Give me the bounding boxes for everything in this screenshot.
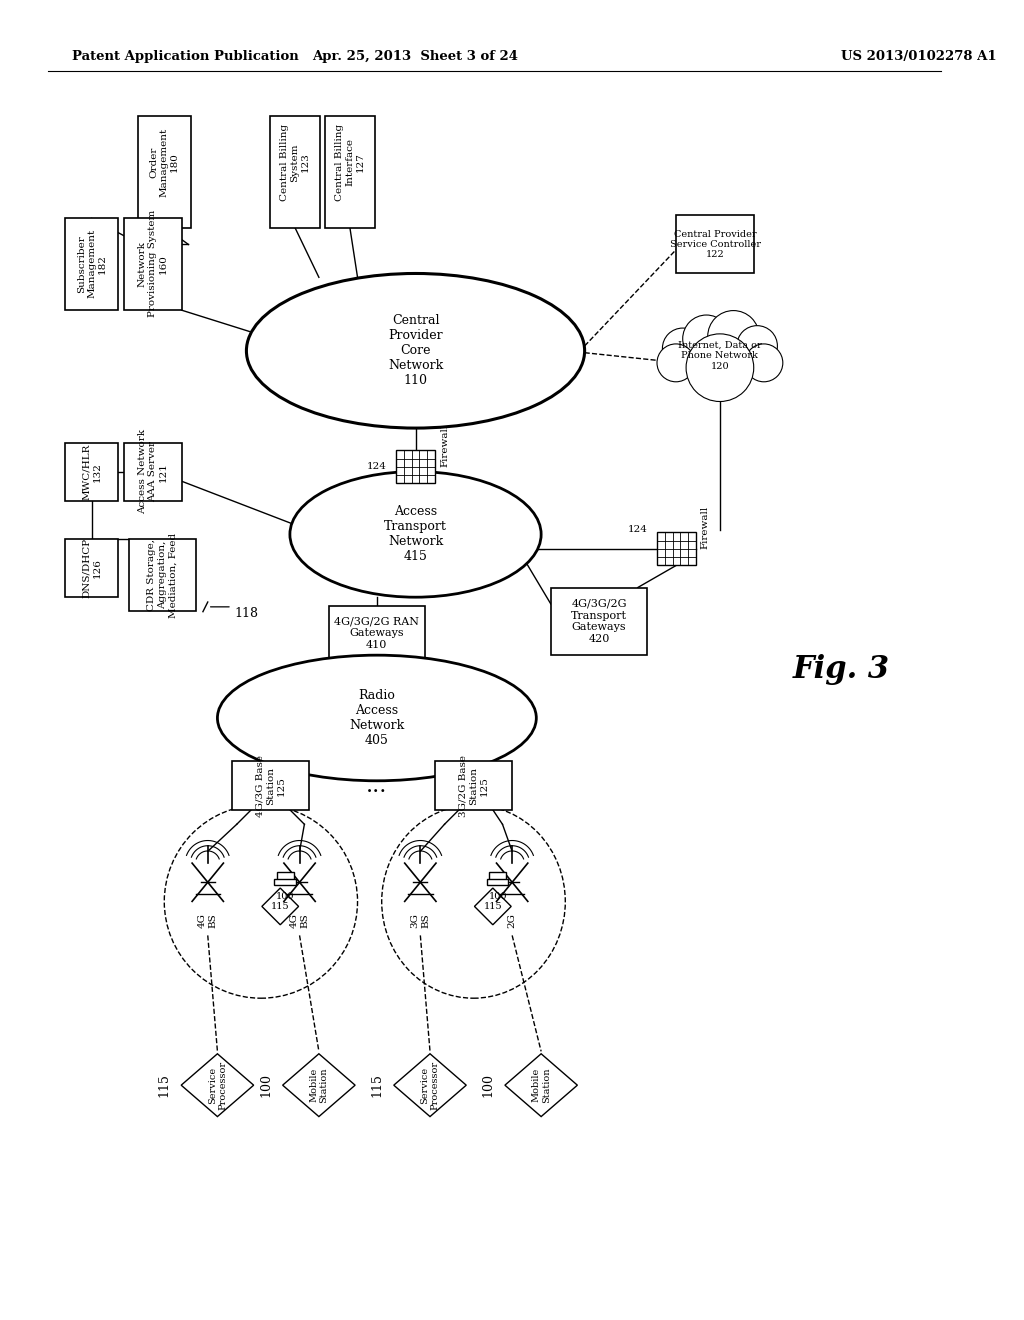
Text: 100: 100 xyxy=(488,892,507,902)
Text: Mobile
Station: Mobile Station xyxy=(531,1068,551,1104)
Text: 3G
BS: 3G BS xyxy=(411,913,430,928)
FancyBboxPatch shape xyxy=(486,879,509,886)
Polygon shape xyxy=(394,1053,466,1117)
FancyBboxPatch shape xyxy=(657,532,695,565)
Text: CDR Storage,
Aggregation,
Mediation, Feed: CDR Storage, Aggregation, Mediation, Fee… xyxy=(147,532,177,618)
FancyBboxPatch shape xyxy=(269,116,319,227)
Text: Firewall: Firewall xyxy=(700,506,710,549)
Text: 4G/3G Base
Station
125: 4G/3G Base Station 125 xyxy=(256,755,286,817)
Polygon shape xyxy=(505,1053,578,1117)
Text: US 2013/0102278 A1: US 2013/0102278 A1 xyxy=(841,50,996,62)
FancyBboxPatch shape xyxy=(66,442,119,500)
FancyBboxPatch shape xyxy=(276,871,294,883)
Text: 115: 115 xyxy=(371,1073,383,1097)
Circle shape xyxy=(744,345,782,381)
Text: 4G/3G/2G RAN
Gateways
410: 4G/3G/2G RAN Gateways 410 xyxy=(335,616,420,649)
FancyBboxPatch shape xyxy=(435,762,512,809)
FancyBboxPatch shape xyxy=(124,442,181,500)
Text: 4G
BS: 4G BS xyxy=(198,913,217,928)
Polygon shape xyxy=(181,1053,254,1117)
Text: Central Billing
System
123: Central Billing System 123 xyxy=(280,124,309,201)
Polygon shape xyxy=(283,1053,355,1117)
Circle shape xyxy=(663,329,703,368)
FancyBboxPatch shape xyxy=(551,587,647,655)
Text: Patent Application Publication: Patent Application Publication xyxy=(73,50,299,62)
Circle shape xyxy=(737,326,777,366)
Text: Subscriber
Management
182: Subscriber Management 182 xyxy=(77,230,106,298)
Text: MWC/HLR
132: MWC/HLR 132 xyxy=(82,444,101,500)
Ellipse shape xyxy=(217,655,537,781)
Text: Mobile
Station: Mobile Station xyxy=(309,1068,329,1104)
Text: 4G
BS: 4G BS xyxy=(290,913,309,928)
Text: 100: 100 xyxy=(259,1073,272,1097)
Text: Service
Processor: Service Processor xyxy=(420,1060,439,1110)
Text: Access Network
AAA Server
121: Access Network AAA Server 121 xyxy=(138,429,168,513)
Circle shape xyxy=(657,345,695,381)
Text: Central
Provider
Core
Network
110: Central Provider Core Network 110 xyxy=(388,314,443,387)
Text: Central Provider
Service Controller
122: Central Provider Service Controller 122 xyxy=(670,230,761,260)
Text: Network
Provisioning System
160: Network Provisioning System 160 xyxy=(138,210,168,317)
Ellipse shape xyxy=(290,471,541,597)
Text: 115: 115 xyxy=(158,1073,171,1097)
FancyBboxPatch shape xyxy=(124,218,181,310)
FancyBboxPatch shape xyxy=(66,218,119,310)
Circle shape xyxy=(683,315,730,363)
Text: 124: 124 xyxy=(367,462,386,471)
Circle shape xyxy=(686,334,754,401)
Text: 115: 115 xyxy=(483,902,502,911)
FancyBboxPatch shape xyxy=(231,762,309,809)
Text: DNS/DHCP
126: DNS/DHCP 126 xyxy=(82,539,101,598)
Text: Firewall: Firewall xyxy=(440,424,449,467)
FancyBboxPatch shape xyxy=(137,116,190,227)
Text: Service
Processor: Service Processor xyxy=(208,1060,227,1110)
Text: 100: 100 xyxy=(481,1073,495,1097)
FancyBboxPatch shape xyxy=(489,871,506,883)
Text: 118: 118 xyxy=(234,607,258,620)
FancyBboxPatch shape xyxy=(329,606,425,660)
FancyBboxPatch shape xyxy=(325,116,375,227)
Circle shape xyxy=(708,310,759,362)
FancyBboxPatch shape xyxy=(129,539,197,611)
Text: Radio
Access
Network
405: Radio Access Network 405 xyxy=(349,689,404,747)
FancyBboxPatch shape xyxy=(274,879,296,886)
Text: Order
Management
180: Order Management 180 xyxy=(150,128,179,197)
Text: 3G/2G Base
Station
125: 3G/2G Base Station 125 xyxy=(459,755,488,817)
Ellipse shape xyxy=(247,273,585,428)
Text: Fig. 3: Fig. 3 xyxy=(793,655,890,685)
Text: Internet, Data or
Phone Network
120: Internet, Data or Phone Network 120 xyxy=(678,341,762,371)
Polygon shape xyxy=(474,888,511,925)
Text: Apr. 25, 2013  Sheet 3 of 24: Apr. 25, 2013 Sheet 3 of 24 xyxy=(312,50,518,62)
Text: 2G: 2G xyxy=(508,913,517,928)
Text: 100: 100 xyxy=(275,892,294,902)
FancyBboxPatch shape xyxy=(677,215,754,273)
Text: Central Billing
Interface
127: Central Billing Interface 127 xyxy=(335,124,365,201)
Text: ...: ... xyxy=(367,775,387,797)
FancyBboxPatch shape xyxy=(396,450,435,483)
Text: 124: 124 xyxy=(628,525,647,535)
Text: 115: 115 xyxy=(271,902,290,911)
FancyBboxPatch shape xyxy=(66,539,119,597)
Polygon shape xyxy=(262,888,299,925)
Text: Access
Transport
Network
415: Access Transport Network 415 xyxy=(384,506,446,564)
Text: 4G/3G/2G
Transport
Gateways
420: 4G/3G/2G Transport Gateways 420 xyxy=(571,599,627,644)
